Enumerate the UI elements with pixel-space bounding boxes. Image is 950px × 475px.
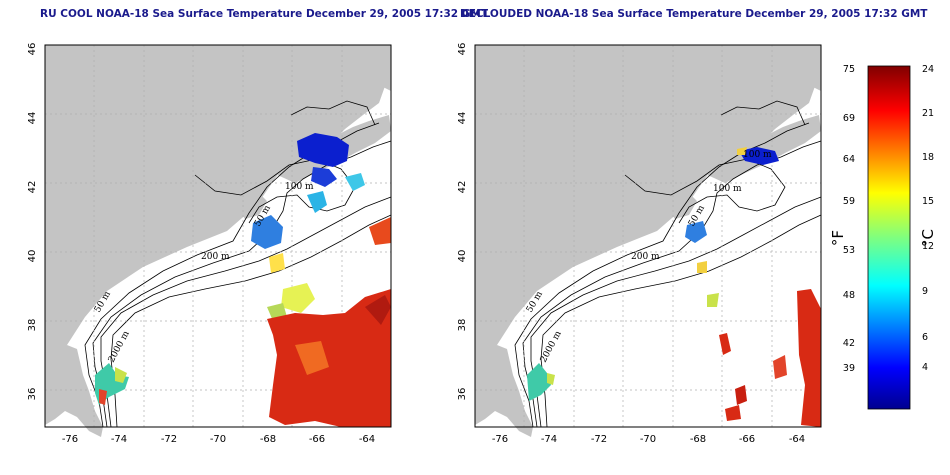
c-tick: 15	[922, 196, 934, 207]
right-map-frame	[474, 44, 822, 428]
f-tick: 48	[843, 290, 855, 301]
depth-label: 2000 m	[539, 329, 564, 364]
c-tick: 24	[922, 64, 934, 75]
f-tick: 69	[843, 113, 855, 124]
f-tick: 39	[843, 363, 855, 374]
y-tick: 46	[27, 43, 38, 56]
left-sst-patches	[95, 133, 391, 427]
c-tick: 12	[922, 241, 934, 252]
depth-label: 200 m	[631, 252, 660, 262]
y-tick: 36	[457, 388, 468, 401]
f-tick: 53	[843, 245, 855, 256]
fahrenheit-ticks: 75 69 64 59 53 48 42 39	[843, 64, 855, 374]
f-tick: 64	[843, 154, 855, 165]
fahrenheit-label: °F	[829, 230, 847, 246]
depth-label: 100 m	[285, 182, 314, 192]
f-tick: 75	[843, 64, 855, 75]
celsius-label: °C	[919, 229, 937, 247]
depth-label: 2000 m	[107, 329, 132, 364]
y-tick: 44	[457, 112, 468, 125]
y-tick: 38	[27, 319, 38, 332]
y-tick: 42	[27, 181, 38, 194]
right-map-panel[interactable]: 100 m 100 m 50 m 200 m 50 m 2000 m 46 44…	[457, 43, 822, 445]
f-tick: 59	[843, 196, 855, 207]
colorbar: 75 69 64 59 53 48 42 39 24 21 18 15 12 9…	[829, 64, 937, 410]
y-tick: 44	[27, 112, 38, 125]
depth-label: 100 m	[743, 150, 772, 160]
left-y-ticks: 46 44 42 40 38 36	[27, 43, 38, 401]
depth-label: 100 m	[713, 184, 742, 194]
colorbar-gradient	[867, 65, 911, 410]
c-tick: 18	[922, 152, 934, 163]
left-panel-title: RU COOL NOAA-18 Sea Surface Temperature …	[40, 8, 488, 20]
left-map-panel[interactable]: 50 m 100 m 200 m 50 m 2000 m 46 44 42 40…	[27, 43, 392, 445]
depth-label: 200 m	[201, 252, 230, 262]
y-tick: 46	[457, 43, 468, 56]
right-y-ticks: 46 44 42 40 38 36	[457, 43, 468, 401]
c-tick: 9	[922, 286, 928, 297]
y-tick: 38	[457, 319, 468, 332]
y-tick: 40	[457, 250, 468, 263]
c-tick: 4	[922, 362, 928, 373]
celsius-ticks: 24 21 18 15 12 9 6 4	[922, 64, 934, 373]
c-tick: 21	[922, 108, 934, 119]
y-tick: 36	[27, 388, 38, 401]
y-tick: 40	[27, 250, 38, 263]
right-sst-patches	[527, 147, 821, 427]
y-tick: 42	[457, 181, 468, 194]
f-tick: 42	[843, 338, 855, 349]
right-panel-title: DECLOUDED NOAA-18 Sea Surface Temperatur…	[460, 8, 928, 20]
left-map-frame	[44, 44, 392, 428]
c-tick: 6	[922, 332, 928, 343]
